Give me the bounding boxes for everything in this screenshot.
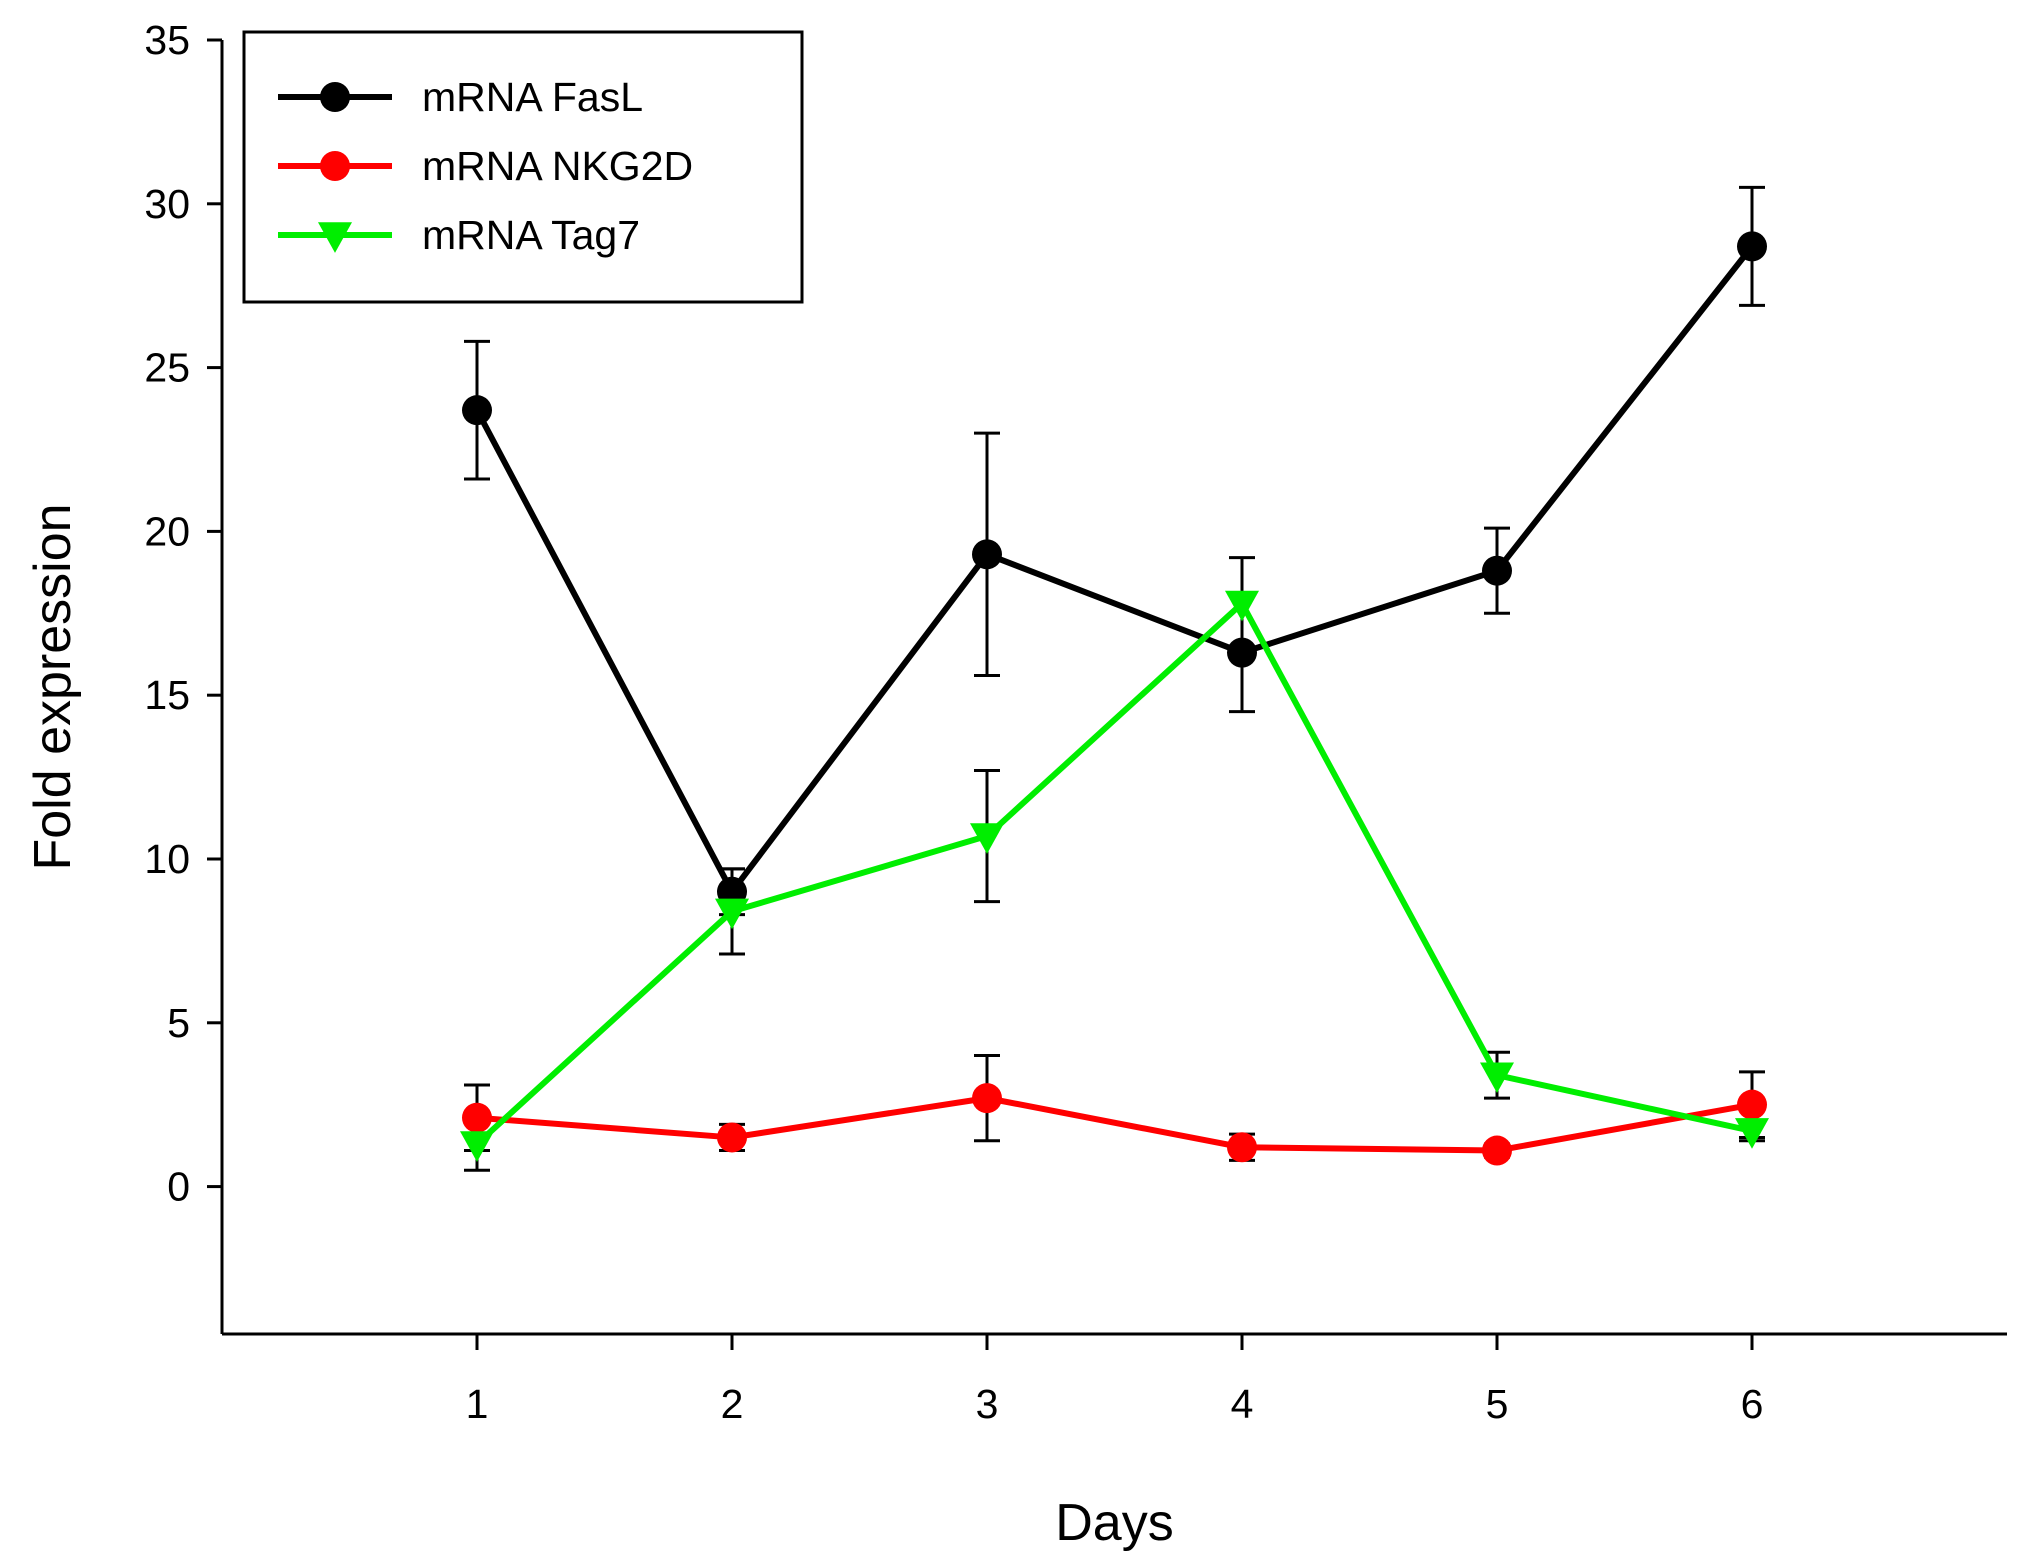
mrna-fasl-point <box>462 395 492 426</box>
mrna-nkg2d-point <box>462 1102 492 1133</box>
legend-label: mRNA Tag7 <box>422 212 640 258</box>
legend: mRNA FasL mRNA NKG2D mRNA Tag7 <box>242 30 804 304</box>
mrna-fasl-point <box>1227 637 1257 668</box>
mrna-nkg2d-point <box>1482 1135 1512 1166</box>
mrna-fasl-point <box>1482 555 1512 586</box>
x-tick-label: 6 <box>1741 1381 1764 1427</box>
mrna-nkg2d-point <box>1227 1132 1257 1163</box>
mrna-tag7-point <box>1225 590 1259 622</box>
mrna-tag7-line <box>474 600 1753 1147</box>
mrna-fasl-point <box>972 539 1002 570</box>
mrna-fasl-point <box>1737 231 1767 262</box>
x-tick-label: 2 <box>721 1381 744 1427</box>
mrna-tag7-point <box>715 898 749 930</box>
y-tick-label: 20 <box>144 508 190 554</box>
x-tick-label: 1 <box>466 1381 489 1427</box>
series-markers <box>460 231 1769 1166</box>
legend-label: mRNA NKG2D <box>422 143 693 189</box>
y-tick-label: 35 <box>144 17 190 63</box>
mrna-tag7-point <box>460 1131 494 1162</box>
x-tick-label: 4 <box>1231 1381 1254 1427</box>
mrna-nkg2d-point <box>717 1122 747 1153</box>
legend-swatch-marker <box>318 222 352 253</box>
y-tick-label: 15 <box>144 672 190 718</box>
y-tick-label: 0 <box>167 1164 190 1210</box>
series-lines <box>474 244 1755 1154</box>
mrna-nkg2d-point <box>972 1083 1002 1114</box>
axes: 0 5 10 15 20 25 30 35 1 2 3 4 5 6 <box>144 17 2007 1427</box>
mrna-tag7-point <box>970 823 1004 854</box>
legend-item-mrna-fasl: mRNA FasL <box>278 74 643 120</box>
y-tick-label: 25 <box>144 345 190 391</box>
legend-swatch-marker <box>320 82 350 112</box>
mrna-nkg2d-point <box>1737 1089 1767 1120</box>
error-bars <box>464 185 1765 1172</box>
y-axis-title: Fold expression <box>24 503 82 870</box>
x-axis-title: Days <box>1055 1494 1173 1552</box>
y-tick-label: 5 <box>167 1000 190 1046</box>
mrna-nkg2d-line <box>476 1095 1753 1154</box>
x-tick-label: 3 <box>976 1381 999 1427</box>
mrna-fasl-line <box>474 244 1755 895</box>
mrna-tag7-point <box>1480 1062 1514 1094</box>
legend-item-mrna-nkg2d: mRNA NKG2D <box>278 143 693 189</box>
mrna-tag7-point <box>1735 1118 1769 1149</box>
y-tick-label: 30 <box>144 181 190 227</box>
legend-label: mRNA FasL <box>422 74 643 120</box>
legend-item-mrna-tag7: mRNA Tag7 <box>278 212 640 258</box>
x-tick-label: 5 <box>1486 1381 1509 1427</box>
y-tick-label: 10 <box>144 836 190 882</box>
legend-swatch-marker <box>320 151 350 181</box>
